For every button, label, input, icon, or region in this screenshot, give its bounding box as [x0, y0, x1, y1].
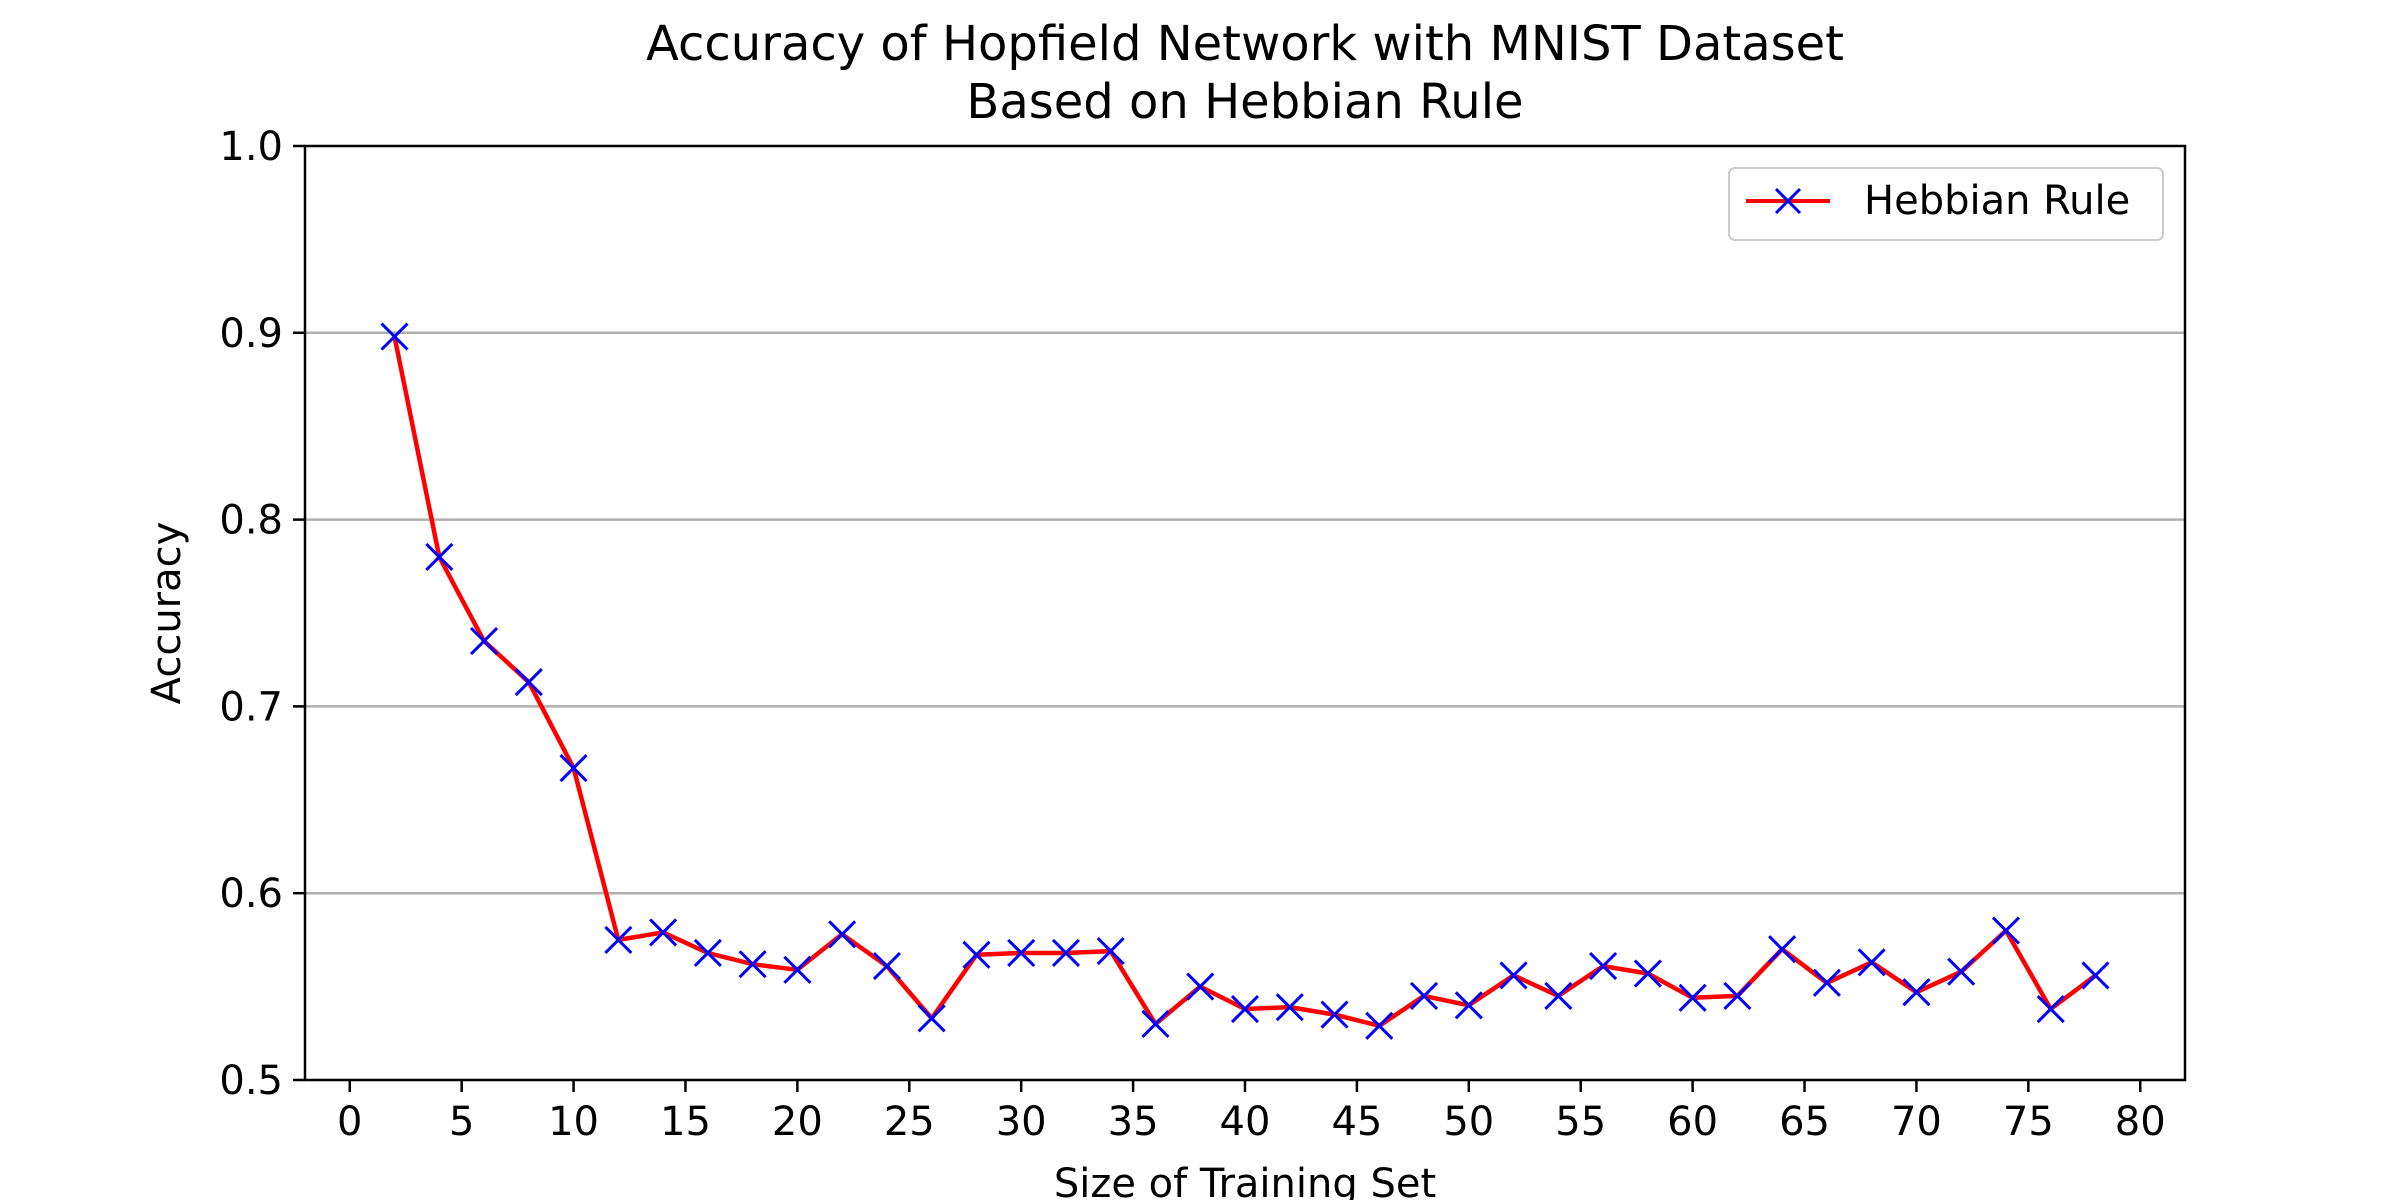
- x-tick-label: 20: [772, 1099, 823, 1145]
- x-tick-label: 50: [1443, 1099, 1494, 1145]
- x-tick-label: 5: [449, 1099, 474, 1145]
- x-tick-label: 45: [1331, 1099, 1382, 1145]
- x-tick-label: 60: [1667, 1099, 1718, 1145]
- gridlines: [305, 331, 2185, 895]
- x-tick-label: 0: [337, 1099, 362, 1145]
- x-tick-label: 35: [1108, 1099, 1159, 1145]
- data-point-marker: [1723, 981, 1752, 1011]
- y-tick-label: 0.7: [219, 684, 283, 730]
- x-axis-label: Size of Training Set: [1054, 1161, 1436, 1200]
- y-tick-label: 0.6: [219, 871, 283, 917]
- data-point-marker: [962, 940, 991, 969]
- data-point-marker: [1544, 981, 1573, 1011]
- series-layer: [380, 322, 2110, 1040]
- x-tick-label: 10: [548, 1099, 599, 1145]
- data-point-marker: [514, 668, 543, 697]
- chart-title-line-1: Accuracy of Hopfield Network with MNIST …: [646, 16, 1844, 72]
- data-point-marker: [1902, 978, 1931, 1007]
- y-tick-label: 0.9: [219, 311, 283, 357]
- x-axis: 0 5 10 15 20 25 30 35 40 45 50 55 60 65 70 75 80: [337, 1080, 2166, 1145]
- x-tick-label: 80: [2115, 1099, 2166, 1145]
- legend-label: Hebbian Rule: [1864, 178, 2130, 224]
- data-point-marker: [783, 955, 812, 984]
- data-point-marker: [1589, 951, 1618, 981]
- data-point-marker: [1499, 961, 1528, 990]
- x-tick-label: 25: [884, 1099, 935, 1145]
- x-tick-label: 30: [996, 1099, 1047, 1145]
- data-point-marker: [1678, 983, 1707, 1012]
- series-line-hebbian-rule: [392, 336, 2097, 1029]
- chart-title-line-2: Based on Hebbian Rule: [966, 74, 1523, 130]
- data-point-marker: [872, 951, 901, 981]
- data-point-marker: [1007, 938, 1036, 968]
- data-point-marker: [1320, 1000, 1349, 1029]
- x-tick-label: 70: [1891, 1099, 1942, 1145]
- data-point-marker: [828, 920, 857, 949]
- data-point-marker: [649, 918, 678, 947]
- data-point-marker: [1454, 991, 1483, 1020]
- data-point-marker: [1812, 968, 1841, 997]
- data-point-marker: [1409, 981, 1439, 1011]
- data-point-marker: [917, 1004, 946, 1033]
- x-tick-label: 15: [660, 1099, 711, 1145]
- x-tick-label: 65: [1779, 1099, 1830, 1145]
- data-point-marker: [1947, 957, 1976, 986]
- x-tick-label: 40: [1220, 1099, 1271, 1145]
- data-point-marker: [1633, 959, 1662, 988]
- y-axis: 0.5 0.6 0.7 0.8 0.9 1.0: [219, 124, 305, 1104]
- x-tick-label: 55: [1555, 1099, 1606, 1145]
- data-point-marker: [1230, 994, 1260, 1024]
- data-point-marker: [1141, 1009, 1170, 1039]
- legend-box: [1728, 167, 2164, 241]
- data-point-marker: [604, 925, 633, 954]
- data-point-marker: [2081, 961, 2110, 990]
- data-point-marker: [1991, 916, 2021, 945]
- data-point-marker: [1275, 993, 1304, 1022]
- data-point-marker: [1365, 1011, 1394, 1040]
- y-tick-label: 0.5: [219, 1058, 283, 1104]
- data-point-marker: [559, 753, 588, 783]
- y-axis-label: Accuracy: [144, 522, 190, 705]
- data-point-marker: [2036, 994, 2065, 1024]
- y-tick-label: 1.0: [219, 124, 283, 170]
- data-point-marker: [469, 626, 499, 656]
- data-point-marker: [1857, 948, 1886, 977]
- data-point-marker: [693, 938, 722, 968]
- data-point-marker: [738, 950, 767, 979]
- data-point-marker: [425, 542, 454, 572]
- x-tick-label: 75: [2003, 1099, 2054, 1145]
- data-point-marker: [1096, 937, 1125, 966]
- y-tick-label: 0.8: [219, 498, 283, 544]
- legend-marker-swatch: [1774, 187, 1802, 215]
- data-point-marker: [1768, 935, 1797, 964]
- legend: Hebbian Rule: [1728, 167, 2164, 241]
- data-point-marker: [1051, 938, 1081, 968]
- plot-frame: [303, 144, 2187, 1082]
- data-point-marker: [1186, 972, 1215, 1001]
- data-point-marker: [380, 322, 409, 351]
